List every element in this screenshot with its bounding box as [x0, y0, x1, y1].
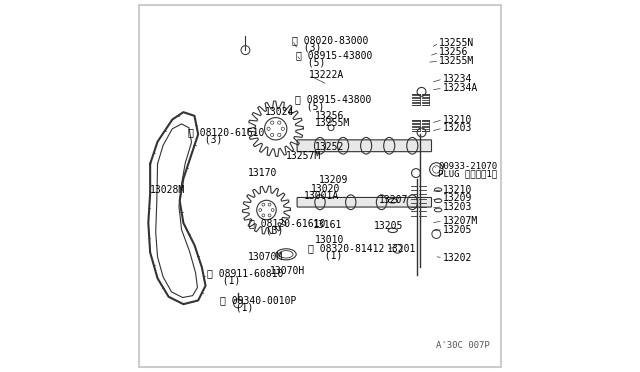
- Text: PLUG プラグ（1）: PLUG プラグ（1）: [438, 169, 497, 178]
- Text: Ⓑ 08020-83000: Ⓑ 08020-83000: [292, 35, 369, 45]
- Text: 13161: 13161: [312, 220, 342, 230]
- Text: A'30C 007P: A'30C 007P: [436, 341, 490, 350]
- FancyBboxPatch shape: [297, 140, 431, 152]
- Text: 13255M: 13255M: [439, 56, 474, 66]
- Text: 13209: 13209: [443, 193, 472, 203]
- Text: 13205: 13205: [374, 221, 403, 231]
- Text: (1): (1): [211, 275, 241, 285]
- Text: Ⓑ 08120-61610: Ⓑ 08120-61610: [188, 128, 264, 138]
- Text: Ⓢ 08320-81412: Ⓢ 08320-81412: [308, 243, 385, 253]
- Text: 13203: 13203: [443, 202, 472, 212]
- Text: 13257M: 13257M: [286, 151, 321, 161]
- Text: 13256: 13256: [439, 47, 468, 57]
- Text: 13209: 13209: [319, 176, 348, 186]
- Text: 13201: 13201: [387, 244, 416, 254]
- Text: 13070M: 13070M: [248, 252, 283, 262]
- Text: 13210: 13210: [443, 115, 472, 125]
- Text: 13205: 13205: [443, 225, 472, 235]
- Text: ⓝ 08911-60810: ⓝ 08911-60810: [207, 268, 283, 278]
- Text: 13170: 13170: [248, 168, 277, 178]
- Text: 13001A: 13001A: [303, 191, 339, 201]
- Text: ⓝ 08915-43800: ⓝ 08915-43800: [296, 50, 372, 60]
- Text: (3): (3): [292, 42, 322, 52]
- Text: 13255N: 13255N: [439, 38, 474, 48]
- Text: (3): (3): [193, 135, 222, 145]
- Text: ⓜ 09340-0010P: ⓜ 09340-0010P: [220, 295, 296, 305]
- Text: (3): (3): [253, 225, 283, 235]
- Text: 13234A: 13234A: [443, 83, 478, 93]
- Text: 13234: 13234: [443, 74, 472, 84]
- Text: (1): (1): [224, 303, 253, 313]
- Text: 13070H: 13070H: [270, 266, 305, 276]
- Text: 13252: 13252: [316, 142, 344, 152]
- Text: 00933-21070: 00933-21070: [438, 162, 497, 171]
- Text: 13207M: 13207M: [443, 216, 478, 226]
- Text: 13020: 13020: [311, 184, 340, 193]
- Text: (5): (5): [296, 57, 325, 67]
- Text: 13207: 13207: [379, 195, 408, 205]
- Text: 13222A: 13222A: [309, 70, 344, 80]
- Text: ⓝ 08915-43800: ⓝ 08915-43800: [295, 94, 371, 104]
- Text: 13028M: 13028M: [149, 185, 185, 195]
- Text: 13202: 13202: [443, 253, 472, 263]
- Text: Ⓑ 08120-61610: Ⓑ 08120-61610: [249, 218, 326, 228]
- Text: 13210: 13210: [443, 185, 472, 195]
- Text: 13024: 13024: [264, 107, 294, 117]
- Text: 13256: 13256: [316, 111, 344, 121]
- Text: (1): (1): [312, 250, 342, 260]
- Text: 13010: 13010: [314, 234, 344, 244]
- Text: (5): (5): [295, 102, 324, 112]
- Text: 13203: 13203: [443, 123, 472, 133]
- FancyBboxPatch shape: [297, 198, 431, 207]
- Text: 13255M: 13255M: [316, 118, 351, 128]
